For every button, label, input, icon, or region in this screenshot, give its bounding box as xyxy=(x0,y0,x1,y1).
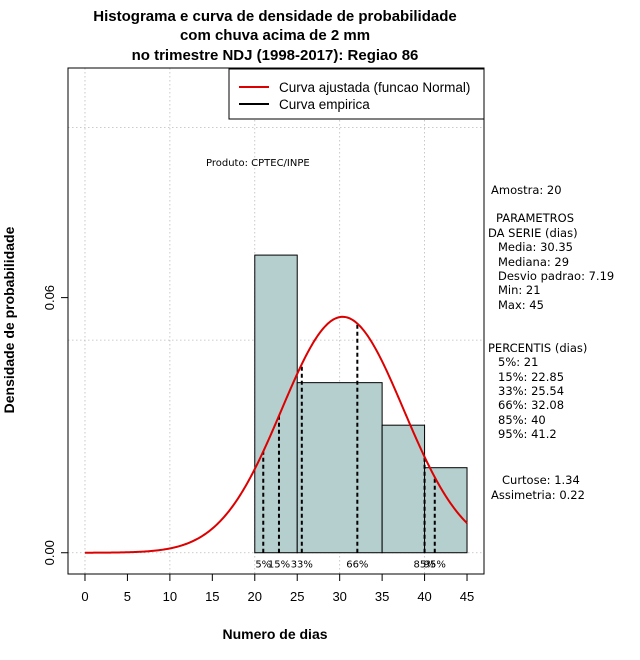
stat-curtose: Curtose: 1.34 xyxy=(502,473,580,487)
stat-percentis-title: PERCENTIS (dias) xyxy=(488,341,587,355)
stat-p85: 85%: 40 xyxy=(498,413,546,427)
x-tick-label: 40 xyxy=(417,589,431,604)
legend: Curva ajustada (funcao Normal) Curva emp… xyxy=(228,68,485,120)
x-tick-label: 15 xyxy=(205,589,219,604)
stat-mediana: Mediana: 29 xyxy=(498,255,569,269)
legend-label-empirical: Curva empirica xyxy=(279,97,370,112)
x-tick-label: 5 xyxy=(124,589,131,604)
stat-amostra: Amostra: 20 xyxy=(491,183,562,197)
histogram-bar xyxy=(296,382,383,554)
y-axis-label: Densidade de probabilidade xyxy=(1,226,17,413)
percentile-label: 15% xyxy=(268,560,290,571)
legend-label-normal: Curva ajustada (funcao Normal) xyxy=(279,80,470,95)
percentile-lines: 5%15% 33% 66% 85%95% xyxy=(255,323,446,571)
chart-title-line-3: no trimestre NDJ (1998-2017): Regiao 86 xyxy=(132,47,419,64)
percentile-label: 33% xyxy=(291,560,313,571)
stat-params-title-1: PARAMETROS xyxy=(496,211,574,225)
stats-panel: Amostra: 20 PARAMETROS DA SERIE (dias) M… xyxy=(488,183,614,502)
y-tick-label: 0.06 xyxy=(42,285,57,310)
stat-p66: 66%: 32.08 xyxy=(498,398,564,412)
x-tick-label: 45 xyxy=(460,589,474,604)
histogram xyxy=(254,254,468,554)
stat-min: Min: 21 xyxy=(498,283,541,297)
x-tick-label: 10 xyxy=(163,589,177,604)
stat-assimetria: Assimetria: 0.22 xyxy=(491,488,585,502)
percentile-label: 5% xyxy=(255,560,271,571)
chart-title-line-1: Histograma e curva de densidade de proba… xyxy=(93,8,456,25)
stat-p33: 33%: 25.54 xyxy=(498,384,564,398)
x-tick-label: 30 xyxy=(332,589,346,604)
normal-curve-layer xyxy=(84,315,468,554)
stat-desvio: Desvio padrao: 7.19 xyxy=(498,269,614,283)
product-annotation: Produto: CPTEC/INPE xyxy=(206,158,310,169)
chart-title-line-2: com chuva acima de 2 mm xyxy=(180,27,370,44)
stat-p5: 5%: 21 xyxy=(498,355,538,369)
x-axis-label: Numero de dias xyxy=(222,626,327,642)
stat-p15: 15%: 22.85 xyxy=(498,370,564,384)
percentile-label: 85% xyxy=(413,560,435,571)
percentile-label: 95% xyxy=(424,560,446,571)
legend-box xyxy=(228,68,485,120)
stat-media: Media: 30.35 xyxy=(498,240,573,254)
y-tick-label: 0.00 xyxy=(42,540,57,565)
percentile-label: 66% xyxy=(346,560,368,571)
plot-frame xyxy=(67,67,485,575)
histogram-bar xyxy=(424,467,468,554)
x-tick-label: 35 xyxy=(375,589,389,604)
x-tick-label: 25 xyxy=(290,589,304,604)
normal-curve xyxy=(84,315,468,554)
stat-p95: 95%: 41.2 xyxy=(498,427,557,441)
histogram-bar xyxy=(254,254,298,554)
stat-params-title-2: DA SERIE (dias) xyxy=(488,226,578,240)
x-tick-label: 0 xyxy=(81,589,88,604)
x-tick-label: 20 xyxy=(248,589,262,604)
stat-max: Max: 45 xyxy=(498,298,544,312)
